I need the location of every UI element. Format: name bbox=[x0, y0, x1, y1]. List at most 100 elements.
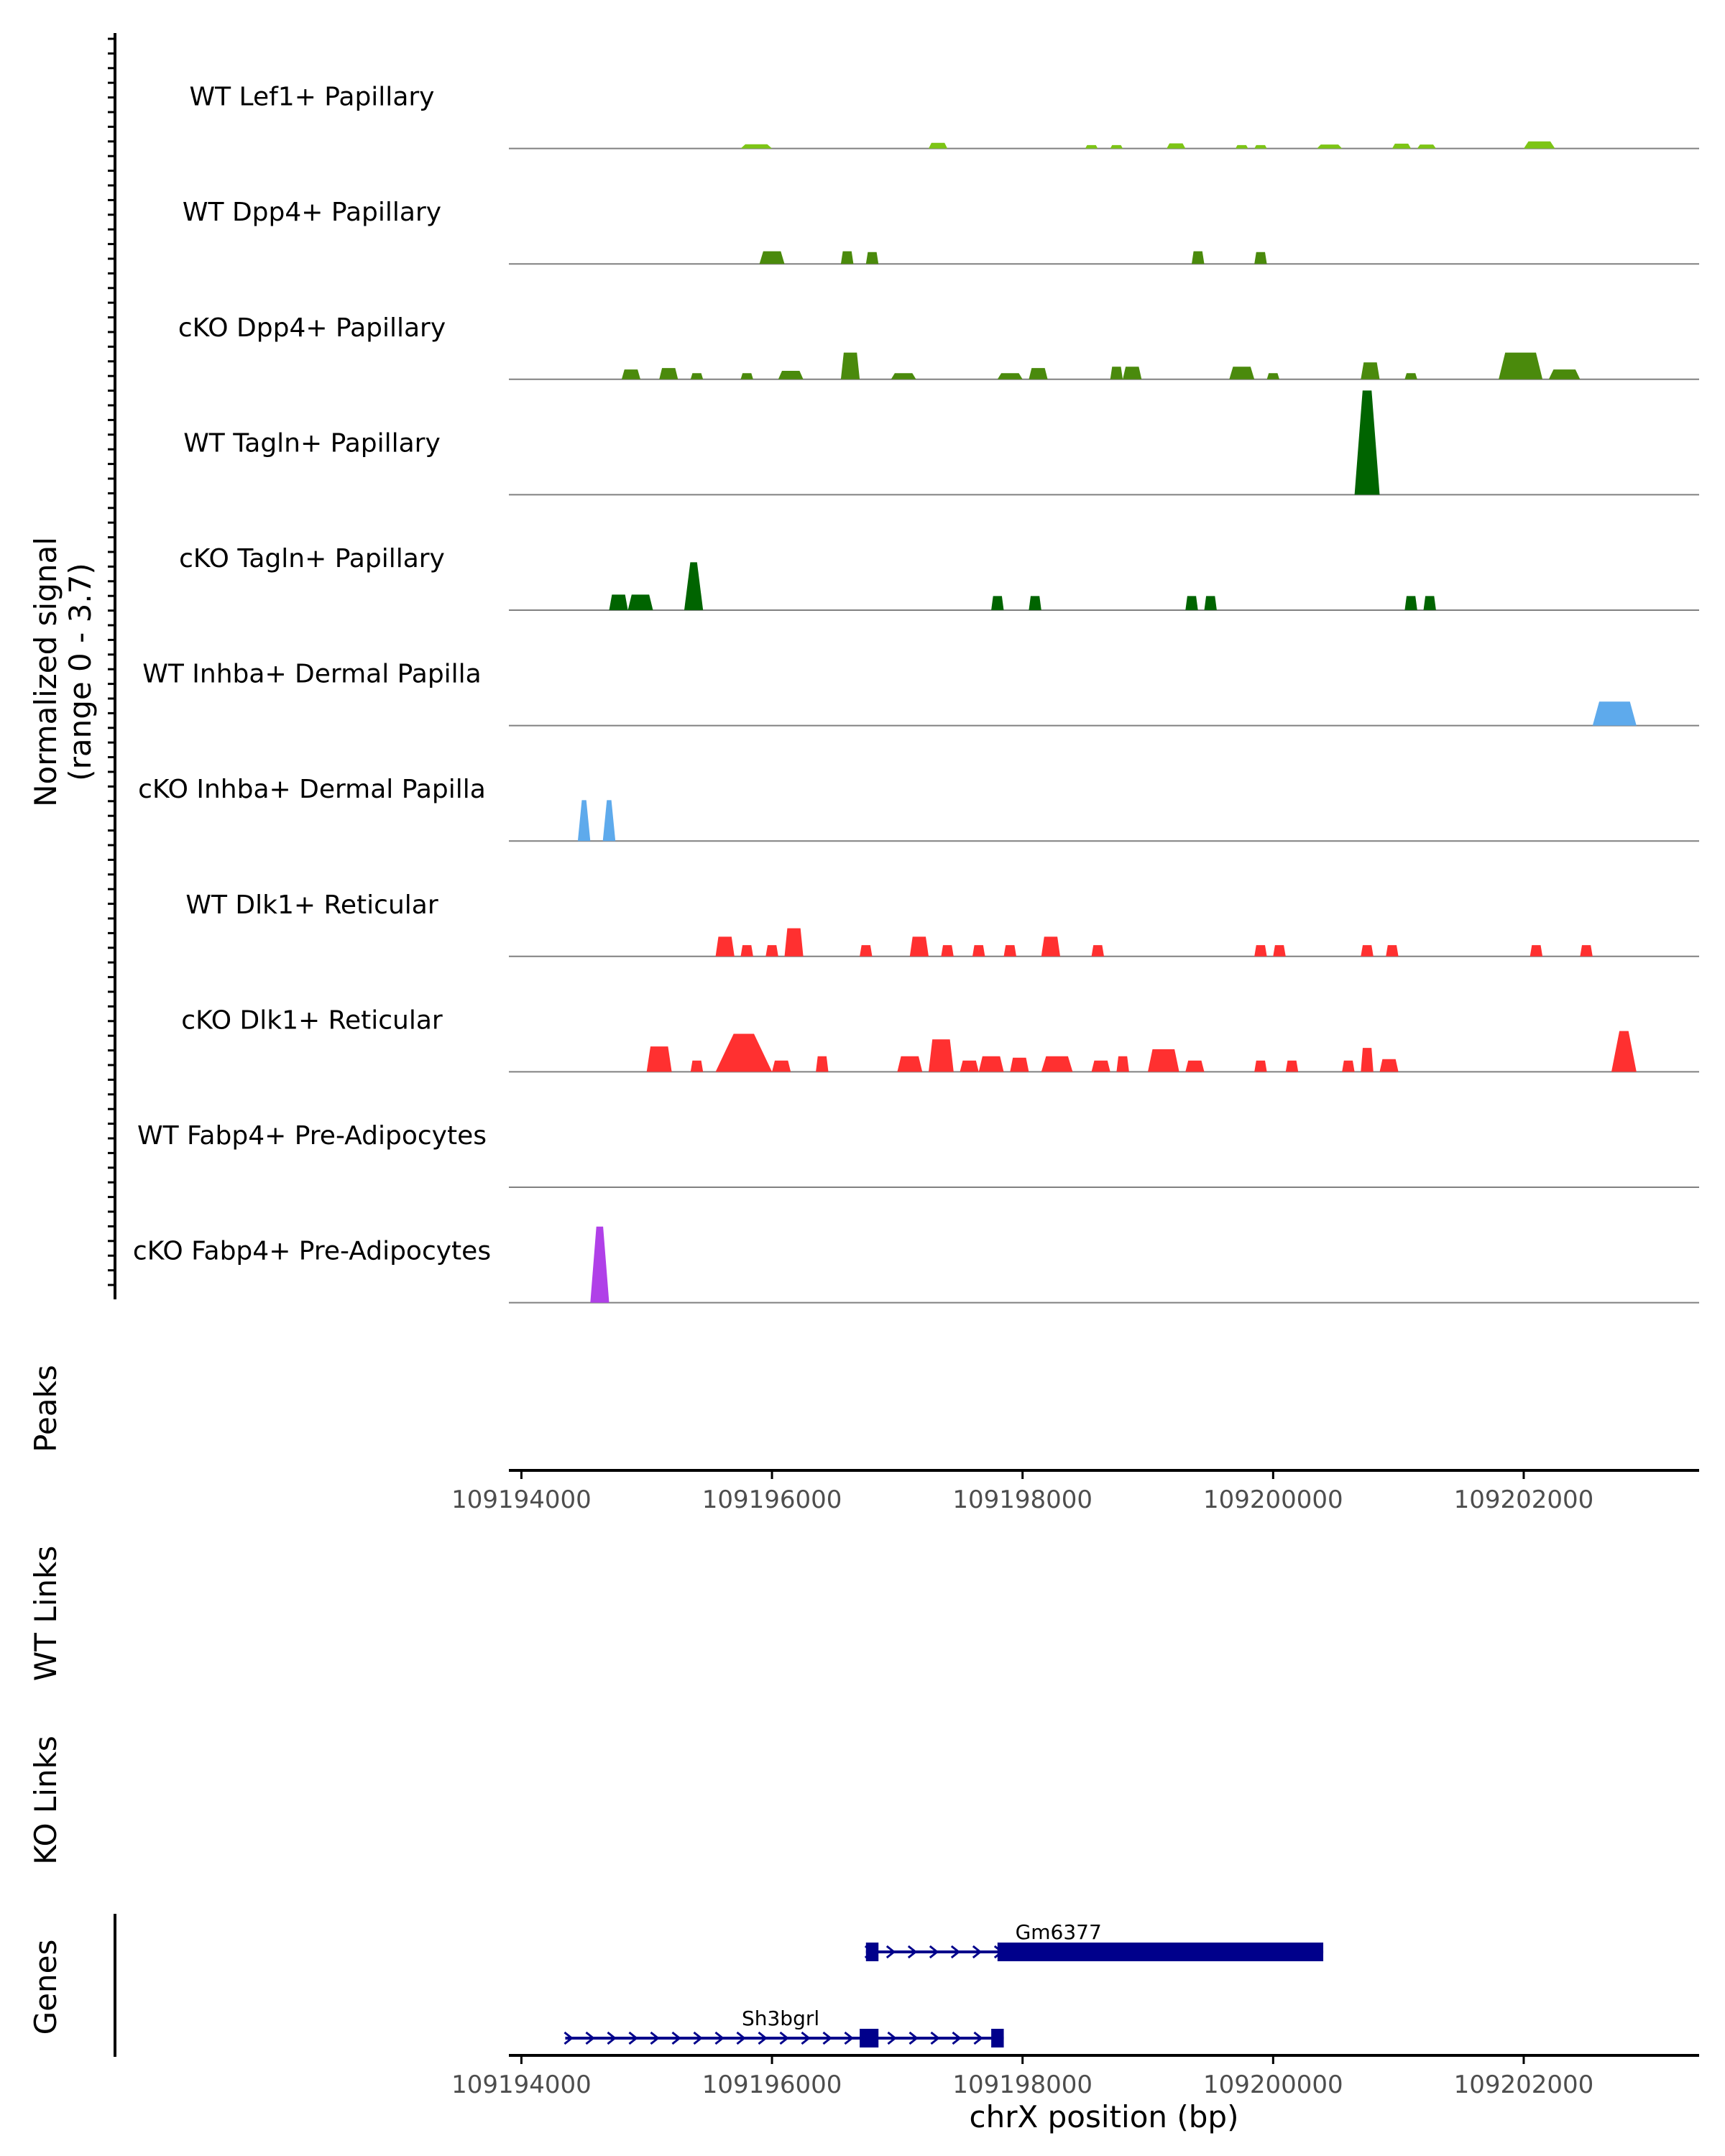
coverage-peak bbox=[609, 594, 628, 610]
track-5: cKO Tagln+ Papillary bbox=[179, 544, 1699, 611]
strand-chevron bbox=[887, 2031, 897, 2045]
coverage-peak bbox=[772, 1060, 791, 1072]
wt-links-label: WT Links bbox=[28, 1546, 63, 1681]
coverage-peak bbox=[1423, 596, 1436, 610]
coverage-peak bbox=[997, 373, 1023, 379]
track-10: WT Fabp4+ Pre-Adipocytes bbox=[137, 1121, 1699, 1188]
strand-chevron bbox=[758, 2031, 768, 2045]
strand-chevron bbox=[952, 2031, 962, 2045]
coverage-peak bbox=[740, 373, 753, 379]
coverage-peak bbox=[1010, 1057, 1029, 1072]
coverage-peak bbox=[897, 1056, 923, 1072]
coverage-peak bbox=[1417, 144, 1436, 149]
coverage-peak bbox=[1116, 1056, 1129, 1072]
track-label: WT Tagln+ Papillary bbox=[183, 428, 441, 458]
x-tick-label: 109200000 bbox=[1203, 2070, 1343, 2099]
strand-chevron bbox=[801, 2031, 811, 2045]
strand-chevron bbox=[628, 2031, 638, 2045]
track-3: cKO Dpp4+ Papillary bbox=[178, 313, 1699, 380]
coverage-peak bbox=[1229, 367, 1255, 379]
coverage-peak bbox=[1123, 367, 1142, 379]
coverage-peak bbox=[1273, 945, 1286, 957]
x-tick-label: 109194000 bbox=[451, 1485, 592, 1514]
coverage-peak bbox=[690, 1060, 704, 1072]
x-tick-label: 109196000 bbox=[702, 1485, 842, 1514]
gene-name-label: Gm6377 bbox=[1016, 1920, 1102, 1944]
coverage-peak bbox=[1404, 596, 1417, 610]
strand-chevron bbox=[822, 2031, 832, 2045]
x-tick-label: 109200000 bbox=[1203, 1485, 1343, 1514]
track-6: WT Inhba+ Dermal Papilla bbox=[142, 660, 1699, 727]
signal-axis-label-line1: Normalized signal bbox=[28, 537, 63, 807]
coverage-peak bbox=[978, 1056, 1004, 1072]
x-tick-label: 109202000 bbox=[1454, 2070, 1594, 2099]
coverage-peak bbox=[577, 800, 591, 842]
track-8: WT Dlk1+ Reticular bbox=[185, 890, 1699, 957]
coverage-peak bbox=[1354, 390, 1380, 495]
coverage-peak bbox=[740, 144, 773, 149]
coverage-peak bbox=[840, 251, 854, 264]
peaks-x-axis: 109194000 109196000 109198000 109200000 1092… bbox=[451, 1469, 1699, 1514]
track-label: WT Lef1+ Papillary bbox=[190, 83, 435, 112]
strand-chevron bbox=[693, 2031, 703, 2045]
coverage-peak bbox=[1580, 945, 1593, 957]
coverage-peak bbox=[1110, 367, 1123, 379]
x-tick-label: 109194000 bbox=[451, 2070, 592, 2099]
coverage-tracks: WT Lef1+ Papillary WT Dpp4+ Papillary cKO … bbox=[133, 83, 1699, 1304]
strand-chevron bbox=[714, 2031, 724, 2045]
coverage-peak bbox=[778, 371, 804, 379]
coverage-peak bbox=[621, 369, 640, 379]
strand-chevron bbox=[886, 1945, 896, 1959]
gene-exon bbox=[997, 1943, 1324, 1961]
x-tick-label: 109202000 bbox=[1454, 1485, 1594, 1514]
signal-y-axis bbox=[108, 33, 116, 1299]
x-tick-label: 109198000 bbox=[952, 2070, 1092, 2099]
coverage-peak bbox=[1285, 1060, 1299, 1072]
coverage-peak bbox=[816, 1056, 829, 1072]
coverage-peak bbox=[891, 373, 916, 379]
coverage-peak bbox=[972, 945, 985, 957]
ko-links-label: KO Links bbox=[28, 1736, 63, 1865]
coverage-peak bbox=[1392, 143, 1412, 149]
peaks-panel-label: Peaks bbox=[28, 1365, 63, 1452]
coverage-peak bbox=[1361, 1048, 1374, 1072]
coverage-peak bbox=[684, 562, 704, 610]
coverage-peak bbox=[1003, 945, 1016, 957]
gene-name-label: Sh3bgrl bbox=[742, 2007, 819, 2030]
x-tick-label: 109198000 bbox=[952, 1485, 1092, 1514]
strand-chevron bbox=[930, 2031, 940, 2045]
coverage-peak bbox=[1317, 144, 1343, 149]
signal-axis-ticks bbox=[108, 37, 115, 1286]
gene-exon bbox=[860, 2029, 879, 2047]
coverage-peak bbox=[765, 945, 778, 957]
coverage-peak bbox=[1342, 1060, 1355, 1072]
coverage-peak bbox=[1192, 251, 1205, 264]
coverage-peak bbox=[1266, 373, 1279, 379]
track-label: cKO Tagln+ Papillary bbox=[179, 544, 445, 573]
strand-chevron bbox=[779, 2031, 789, 2045]
genes-panel-label: Genes bbox=[28, 1940, 63, 2035]
coverage-peak bbox=[715, 1033, 773, 1072]
coverage-peak bbox=[1254, 1060, 1267, 1072]
coverage-peak bbox=[1185, 1060, 1205, 1072]
gene-exon bbox=[991, 2029, 1004, 2047]
coverage-peak bbox=[1029, 596, 1041, 610]
track-label: cKO Dpp4+ Papillary bbox=[178, 313, 446, 343]
strand-chevron bbox=[844, 2031, 854, 2045]
strand-chevron bbox=[650, 2031, 660, 2045]
track-4: WT Tagln+ Papillary bbox=[183, 390, 1699, 496]
x-axis-title: chrX position (bp) bbox=[970, 2099, 1239, 2134]
strand-chevron bbox=[907, 1945, 918, 1959]
coverage-peak bbox=[1361, 362, 1380, 379]
coverage-peak bbox=[759, 251, 785, 264]
strand-chevron bbox=[908, 2031, 919, 2045]
signal-axis-label-line2: (range 0 - 3.7) bbox=[63, 563, 98, 781]
track-label: WT Fabp4+ Pre-Adipocytes bbox=[137, 1121, 487, 1151]
gene-exon bbox=[865, 1943, 879, 1961]
coverage-peak bbox=[1185, 596, 1198, 610]
coverage-peak bbox=[1254, 945, 1267, 957]
coverage-peak bbox=[715, 936, 735, 957]
coverage-peak bbox=[646, 1046, 672, 1072]
coverage-peak bbox=[865, 252, 879, 264]
